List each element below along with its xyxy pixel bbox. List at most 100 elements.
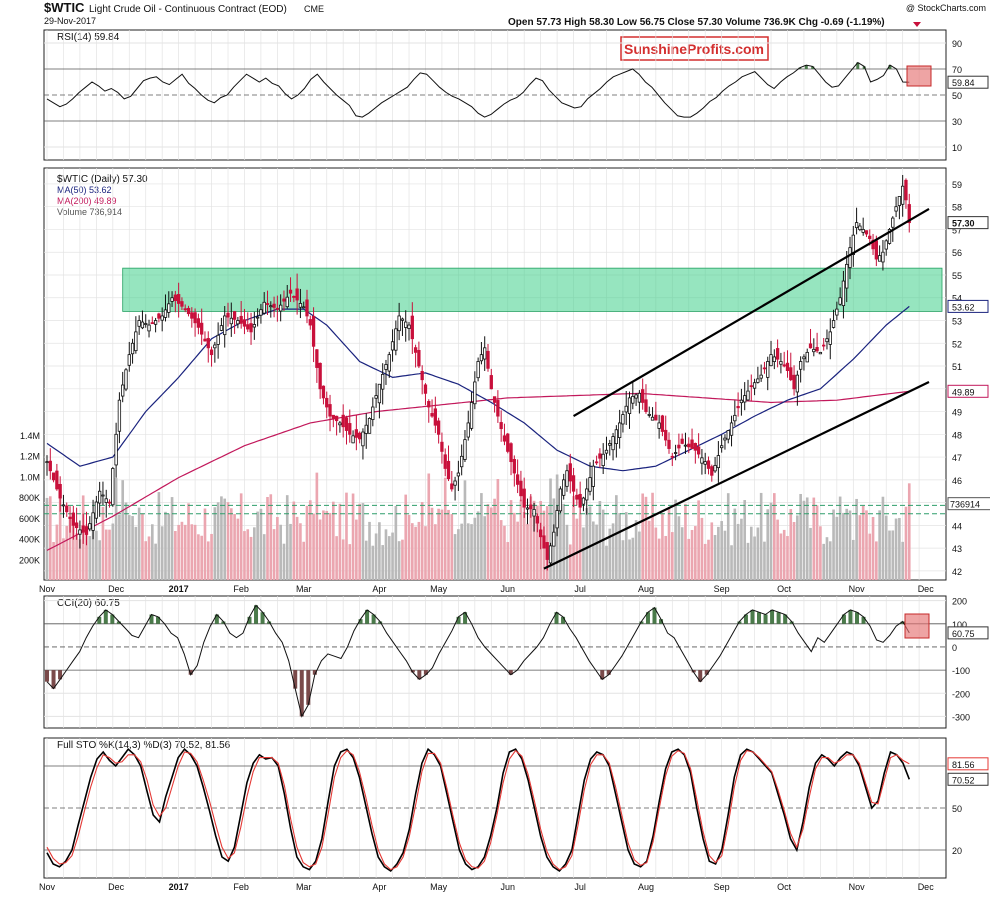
candle-body [631, 395, 635, 404]
sto-tick-label: 20 [952, 846, 962, 856]
volume-bar [756, 527, 760, 580]
candle-body [107, 501, 112, 504]
candle-body [400, 318, 405, 321]
candle-body [338, 422, 342, 426]
price-x-label: Jun [500, 584, 515, 594]
rsi-last-value: 59.84 [952, 78, 975, 88]
candle-body [680, 438, 684, 444]
candle-body [147, 324, 151, 332]
channel-upper-line [573, 208, 930, 418]
price-tick-label: 46 [952, 476, 962, 486]
volume-bar [568, 544, 572, 580]
candle-body [410, 315, 414, 340]
source-credit: @ StockCharts.com [906, 3, 986, 13]
volume-bar [644, 496, 648, 580]
candle-body [713, 465, 717, 472]
volume-bar [565, 524, 569, 580]
volume-bar [85, 524, 88, 580]
candle-body [436, 420, 441, 435]
volume-bar [98, 540, 101, 580]
price-x-label: Sep [714, 584, 730, 594]
candle-body [298, 303, 303, 308]
volume-bar [322, 510, 325, 580]
volume-bar [226, 502, 230, 580]
cci-title: CCI(20) 60.75 [57, 598, 120, 609]
candle-body [295, 288, 299, 301]
volume-bar [881, 496, 885, 580]
candle-body [84, 526, 89, 535]
candle-body [542, 535, 546, 549]
volume-bar [621, 540, 625, 580]
candle-body [798, 361, 803, 370]
ma50-value-label-box [947, 299, 989, 313]
candle-body [331, 414, 335, 419]
candle-body [427, 401, 431, 408]
volume-bar [687, 538, 691, 580]
sto-x-label: Dec [108, 882, 125, 892]
volume-bar [717, 526, 720, 580]
volume-bar [641, 493, 644, 580]
volume-bar [779, 533, 783, 580]
volume-bar [506, 542, 510, 580]
cci-tick-label: 100 [952, 620, 967, 630]
volume-bar [848, 510, 852, 580]
candle-body [851, 234, 855, 255]
candle-body [45, 461, 49, 464]
candle-body [775, 348, 780, 360]
candle-body [831, 320, 836, 328]
rsi-tick-label: 10 [952, 143, 962, 153]
candle-body [647, 414, 651, 416]
candle-body [792, 374, 796, 390]
volume-bar [111, 523, 115, 580]
candle-body [430, 413, 434, 417]
sto-x-label: Aug [638, 882, 654, 892]
volume-bar [828, 541, 832, 580]
candle-body [884, 240, 888, 250]
volume-bar [736, 523, 740, 580]
candle-body [562, 479, 566, 496]
volume-bar [430, 507, 434, 580]
volume-bar [503, 525, 506, 580]
volume-bar [325, 510, 329, 580]
price-x-label: Jul [574, 584, 586, 594]
volume-bar [615, 495, 618, 580]
candle-body [413, 347, 418, 353]
candle-body [772, 356, 776, 363]
volume-bar [58, 497, 62, 580]
price-tick-label: 42 [952, 567, 962, 577]
price-tick-label: 47 [952, 453, 962, 463]
candle-body [710, 466, 714, 476]
candle-body [423, 384, 428, 394]
volume-bar [526, 523, 529, 580]
volume-bar [78, 539, 82, 580]
sto-tick-label: 50 [952, 804, 962, 814]
candle-body [769, 354, 773, 367]
candle-body [193, 312, 197, 324]
volume-bar [746, 542, 750, 580]
candle-body [282, 298, 286, 302]
volume-bar [786, 536, 789, 580]
volume-bar [661, 513, 664, 580]
volume-bar [48, 496, 52, 580]
candle-body [440, 441, 444, 452]
candle-body [848, 247, 852, 268]
candle-body [575, 494, 579, 500]
volume-bar [802, 500, 806, 580]
candle-body [874, 240, 878, 260]
volume-bar [72, 512, 75, 580]
volume-bar [499, 520, 503, 580]
volume-bar [358, 503, 361, 580]
volume-bar [522, 512, 526, 580]
volume-bar [164, 511, 167, 580]
rsi-tick-label: 70 [952, 65, 962, 75]
candle-body [153, 320, 158, 325]
volume-bar [404, 494, 408, 580]
volume-bar [710, 522, 714, 580]
volume-bar [763, 541, 766, 580]
volume-bar [726, 493, 730, 580]
volume-bar [822, 543, 826, 580]
volume-bar [815, 505, 819, 580]
candle-body [762, 367, 767, 370]
candle-body [200, 322, 204, 335]
volume-bar [697, 500, 700, 580]
